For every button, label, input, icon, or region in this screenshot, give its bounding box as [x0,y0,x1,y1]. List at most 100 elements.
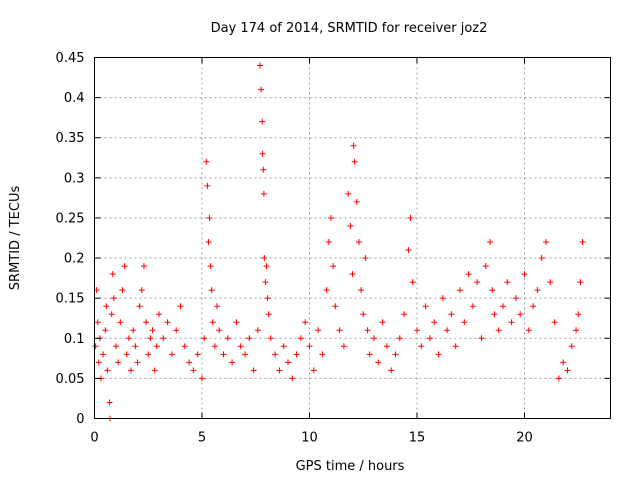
data-point [117,319,124,326]
y-tick-label: 0.4 [64,91,85,106]
data-point [121,263,128,270]
data-point [100,351,107,358]
data-point [265,311,272,318]
data-point [491,311,498,318]
data-point [448,311,455,318]
data-point [104,367,111,374]
data-point [489,287,496,294]
data-point [323,287,330,294]
data-point [409,279,416,286]
data-point [204,182,211,189]
data-point [538,255,545,262]
data-point [145,351,152,358]
data-point [444,327,451,334]
data-point [543,239,549,246]
data-point [465,271,472,278]
y-tick-label: 0.45 [56,51,85,66]
data-point [151,367,158,374]
data-point [263,263,270,270]
data-point [379,319,386,326]
data-point [573,327,580,334]
data-point [328,214,334,221]
data-point [345,190,352,197]
data-point [260,166,267,173]
data-point [261,255,268,262]
data-point [482,263,489,270]
data-point [130,327,137,334]
data-point [207,263,214,270]
data-point [383,343,390,350]
data-point [525,327,532,334]
data-point [340,343,347,350]
data-point [568,343,575,350]
data-point [330,263,337,270]
data-point [332,303,339,310]
data-point [351,158,358,165]
data-point [353,198,360,205]
data-point [375,359,382,366]
data-point [168,351,175,358]
data-point [138,287,145,294]
y-tick-label: 0.2 [64,252,85,267]
data-point [469,303,476,310]
data-point [560,359,567,366]
data-point [579,239,586,246]
data-point [156,311,162,318]
x-tick-label: 10 [301,431,318,446]
chart-title: Day 174 of 2014, SRMTID for receiver joz… [211,21,488,36]
data-point [371,335,377,342]
data-point [220,351,227,358]
y-tick-label: 0.25 [56,211,85,226]
data-point [487,239,494,246]
y-axis-title: SRMTID / TECUs [8,186,23,291]
data-point [262,279,269,286]
data-point [177,303,184,310]
data-points [92,62,586,422]
data-point [95,359,102,366]
data-point [350,142,357,149]
data-point [431,319,438,326]
data-point [233,319,240,326]
data-point [362,255,369,262]
y-tick-label: 0.05 [56,372,85,387]
data-point [134,359,141,366]
data-point [257,62,264,69]
data-point [103,303,110,310]
data-point [242,351,248,358]
data-point [125,335,132,342]
data-point [355,239,362,246]
data-point [205,239,212,246]
data-point [325,239,332,246]
data-point [500,303,506,310]
data-point [153,343,160,350]
data-point [360,311,367,318]
x-tick-label: 5 [198,431,206,446]
data-point [521,271,528,278]
data-point [315,327,322,334]
data-point [414,327,420,334]
data-point [478,335,485,342]
data-point [407,214,414,221]
data-point [364,327,371,334]
data-point [109,271,116,278]
data-point [208,287,215,294]
y-tick-label: 0.35 [56,131,85,146]
data-point [199,375,205,382]
data-point [237,343,244,350]
data-point [276,367,283,374]
data-point [289,375,296,382]
data-point [173,327,180,334]
data-point [306,343,313,350]
y-tick-labels: 0 0.05 0.1 0.15 0.2 0.25 0.3 0.35 0.4 0.45 [56,51,85,427]
data-point [128,367,135,374]
data-point [405,247,412,254]
data-point [229,359,236,366]
data-point [143,319,150,326]
data-point [534,287,541,294]
data-point [297,335,304,342]
data-point [113,343,119,350]
data-point [250,367,257,374]
data-point [564,367,571,374]
data-point [495,327,502,334]
